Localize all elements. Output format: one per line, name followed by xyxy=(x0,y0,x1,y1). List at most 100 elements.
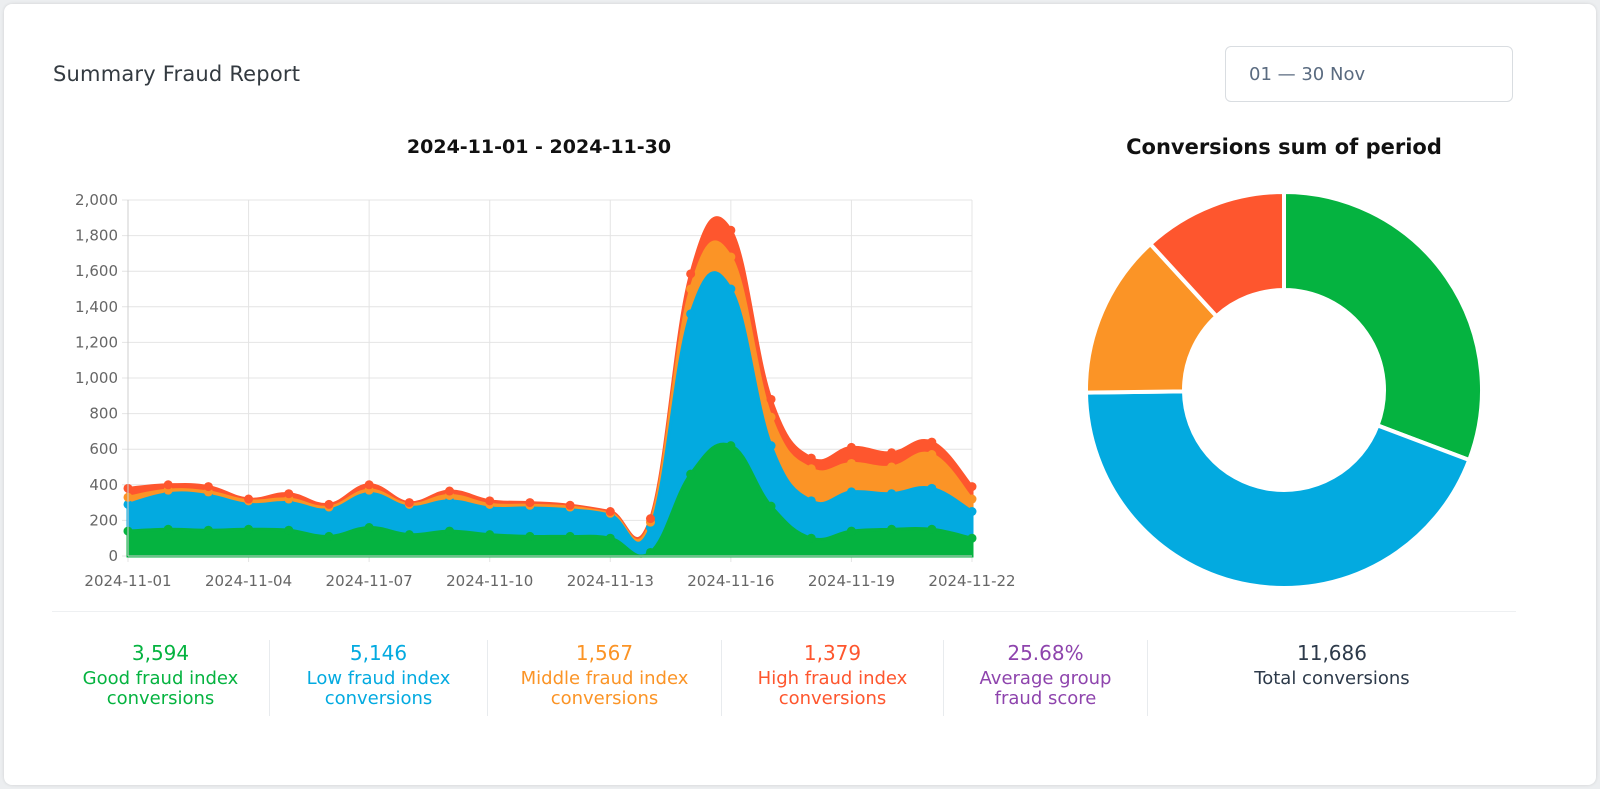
data-point xyxy=(203,482,213,492)
stat-value: 1,379 xyxy=(803,641,862,665)
x-tick-label: 2024-11-07 xyxy=(326,572,413,590)
points-low xyxy=(123,284,977,533)
data-point xyxy=(846,487,856,497)
stat-value: 5,146 xyxy=(349,641,408,665)
data-point xyxy=(766,501,776,511)
data-point xyxy=(967,494,977,504)
data-point xyxy=(485,496,495,506)
data-point xyxy=(726,284,736,294)
stat-good: 3,594 Good fraud index conversions xyxy=(52,640,270,716)
data-point xyxy=(525,498,535,508)
areas xyxy=(126,216,974,558)
data-point xyxy=(445,526,455,536)
x-tick-label: 2024-11-10 xyxy=(446,572,533,590)
data-point xyxy=(846,458,856,468)
stat-label: Good fraud index conversions xyxy=(82,668,239,709)
data-point xyxy=(163,480,173,490)
y-tick-label: 1,800 xyxy=(75,227,118,245)
line-chart-title: 2024-11-01 - 2024-11-30 xyxy=(406,136,672,158)
data-point xyxy=(203,525,213,535)
data-point xyxy=(686,284,696,294)
date-range-picker[interactable]: 01 — 30 Nov xyxy=(1225,46,1513,102)
y-tick-label: 600 xyxy=(89,440,118,458)
y-tick-label: 2,000 xyxy=(75,191,118,209)
stat-middle: 1,567 Middle fraud index conversions xyxy=(488,640,722,716)
data-point xyxy=(887,524,897,534)
data-point xyxy=(404,530,414,540)
data-point xyxy=(927,483,937,493)
data-point xyxy=(766,412,776,422)
data-point xyxy=(887,489,897,499)
data-point xyxy=(766,394,776,404)
y-tick-label: 1,600 xyxy=(75,262,118,280)
stat-label: Middle fraud index conversions xyxy=(520,668,689,709)
divider xyxy=(52,611,1516,612)
report-card: Summary Fraud Report 01 — 30 Nov 2024-11… xyxy=(4,4,1596,785)
points-good xyxy=(123,441,977,557)
y-tick-label: 1,200 xyxy=(75,333,118,351)
data-point xyxy=(163,524,173,534)
data-point xyxy=(324,531,334,541)
stat-total: 11,686 Total conversions xyxy=(1148,640,1516,716)
x-tick-label: 2024-11-01 xyxy=(84,572,171,590)
data-point xyxy=(726,252,736,262)
data-point xyxy=(645,547,655,557)
y-tick-label: 1,400 xyxy=(75,298,118,316)
data-point xyxy=(605,533,615,543)
data-point xyxy=(565,531,575,541)
donut-slice-good xyxy=(1282,189,1484,463)
data-point xyxy=(244,524,254,534)
stats-row: 3,594 Good fraud index conversions 5,146 … xyxy=(52,640,1516,720)
y-tick-label: 400 xyxy=(89,476,118,494)
donut-chart-title: Conversions sum of period xyxy=(1126,135,1442,159)
data-point xyxy=(967,482,977,492)
data-point xyxy=(404,498,414,508)
stat-score: 25.68% Average group fraud score xyxy=(944,640,1148,716)
stat-label: Low fraud index conversions xyxy=(306,668,451,709)
stat-label: Total conversions xyxy=(1254,668,1410,689)
data-point xyxy=(364,480,374,490)
data-point xyxy=(686,469,696,479)
data-point xyxy=(927,524,937,534)
y-tick-label: 0 xyxy=(108,547,118,565)
donut-chart xyxy=(1083,189,1484,590)
data-point xyxy=(887,462,897,472)
data-point xyxy=(244,494,254,504)
y-tick-label: 1,000 xyxy=(75,369,118,387)
data-point xyxy=(686,309,696,319)
data-point xyxy=(284,489,294,499)
data-point xyxy=(887,448,897,458)
x-tick-label: 2024-11-22 xyxy=(928,572,1015,590)
data-point xyxy=(967,507,977,516)
data-point xyxy=(967,533,977,543)
points-high xyxy=(123,225,977,524)
stat-value: 1,567 xyxy=(575,641,634,665)
y-tick-label: 800 xyxy=(89,405,118,423)
data-point xyxy=(364,523,374,533)
stat-label: High fraud index conversions xyxy=(757,668,908,709)
stat-label: Average group fraud score xyxy=(979,668,1112,709)
data-point xyxy=(726,225,736,235)
data-point xyxy=(927,450,937,460)
data-point xyxy=(806,453,816,463)
data-point xyxy=(324,499,334,509)
stacked-area-chart: 0 200 400 600 800 1,000 1,200 1,400 1,600 1,800 2,… xyxy=(75,191,1016,590)
donut-slice-low xyxy=(1083,389,1472,590)
area-low xyxy=(126,271,974,558)
data-point xyxy=(686,269,696,279)
data-point xyxy=(726,441,736,451)
data-point xyxy=(565,500,575,510)
data-point xyxy=(605,507,615,516)
data-point xyxy=(445,486,455,496)
data-point xyxy=(645,514,655,524)
y-tick-label: 200 xyxy=(89,511,118,529)
x-tick-label: 2024-11-16 xyxy=(687,572,774,590)
stat-value: 11,686 xyxy=(1297,641,1367,665)
data-point xyxy=(284,525,294,535)
data-point xyxy=(927,437,937,447)
data-point xyxy=(485,530,495,540)
stat-value: 25.68% xyxy=(1007,641,1084,665)
data-point xyxy=(806,464,816,474)
x-tick-label: 2024-11-13 xyxy=(567,572,654,590)
data-point xyxy=(806,496,816,506)
